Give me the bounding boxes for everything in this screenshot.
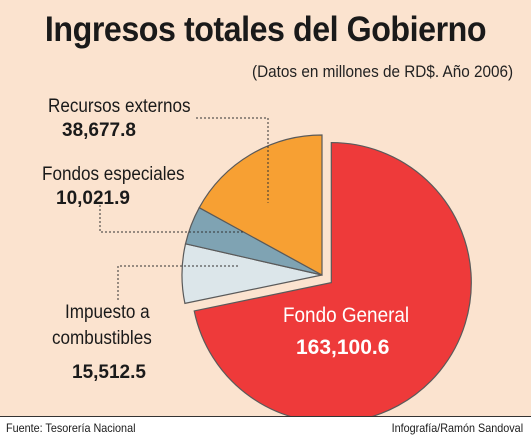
leader-fondos-especiales [99, 205, 244, 233]
footer-bar [0, 416, 531, 440]
label-impuesto-line1: Impuesto a [65, 302, 150, 323]
chart-subtitle: (Datos en millones de RD$. Año 2006) [251, 62, 513, 81]
footer-credit: Infografía/Ramón Sandoval [391, 421, 523, 435]
slice-recursos-externos [198, 134, 323, 277]
label-impuesto-line2: combustibles [52, 328, 152, 349]
label-fondo-general: Fondo General [283, 304, 410, 327]
leader-impuesto-combustibles [117, 265, 239, 300]
value-impuesto: 15,512.5 [72, 362, 146, 383]
footer-source: Fuente: Tesorería Nacional [6, 421, 136, 435]
label-recursos-externos: Recursos externos [48, 96, 191, 117]
value-recursos-externos: 38,677.8 [62, 120, 136, 141]
chart-title: Ingresos totales del Gobierno [44, 10, 487, 49]
leader-recursos-externos [196, 117, 269, 203]
value-fondos-especiales: 10,021.9 [56, 188, 130, 209]
value-fondo-general: 163,100.6 [296, 336, 390, 359]
slice-fondo-general [193, 141, 472, 424]
label-fondos-especiales: Fondos especiales [42, 164, 185, 185]
